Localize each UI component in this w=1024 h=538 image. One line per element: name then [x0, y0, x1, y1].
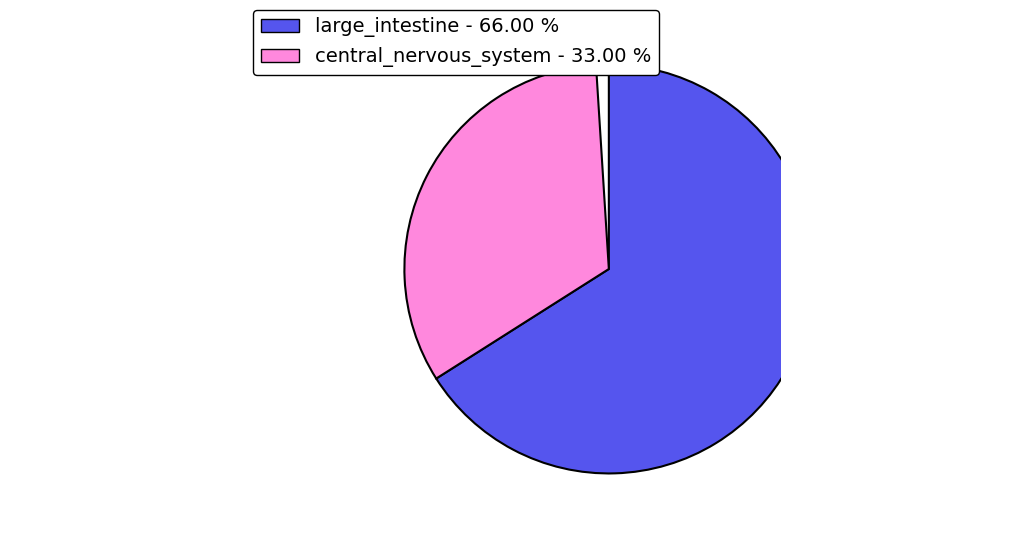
Wedge shape — [404, 65, 609, 379]
Legend: large_intestine - 66.00 %, central_nervous_system - 33.00 %: large_intestine - 66.00 %, central_nervo… — [253, 10, 659, 75]
Wedge shape — [436, 65, 813, 473]
